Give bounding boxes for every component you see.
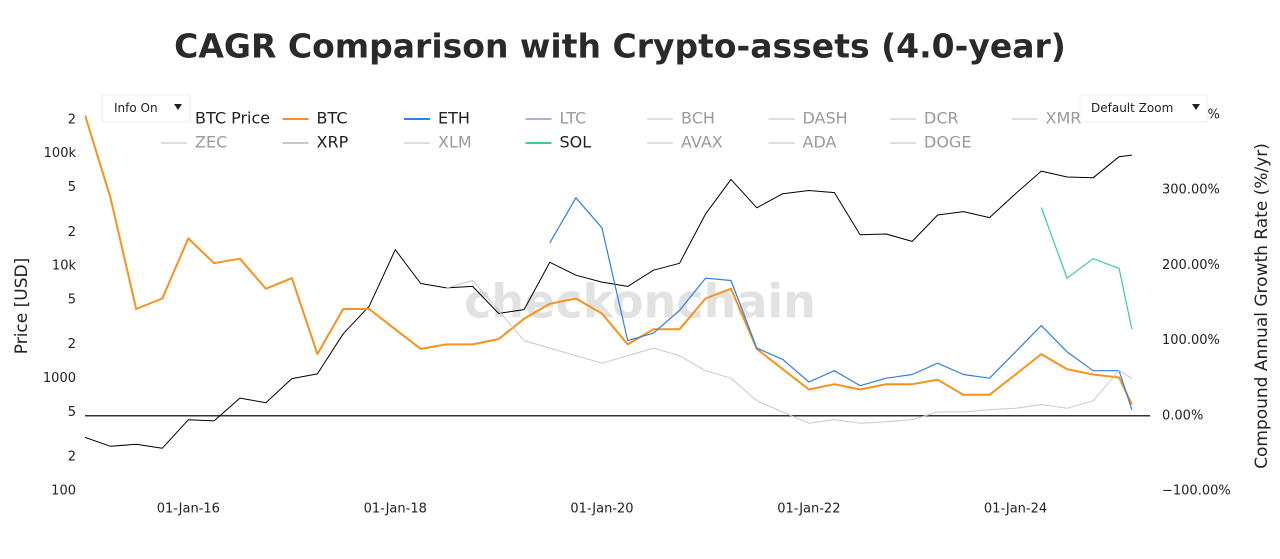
- legend-label[interactable]: DCR: [924, 109, 959, 128]
- legend-label[interactable]: ETH: [438, 109, 470, 128]
- y2-tick-label: 200.00%: [1162, 258, 1220, 273]
- y2-axis-title: Compound Annual Growth Rate (%/yr): [1252, 143, 1272, 469]
- y-tick-label: 5: [68, 405, 76, 420]
- legend-label[interactable]: DASH: [803, 109, 848, 128]
- y-tick-label: 5: [68, 180, 76, 195]
- y-axis-title: Price [USD]: [12, 258, 32, 354]
- y2-tick-label: 100.00%: [1162, 333, 1220, 348]
- series-line: [446, 280, 1133, 424]
- y-tick-label: 2: [68, 112, 76, 127]
- x-tick-label: 01-Jan-16: [157, 502, 220, 517]
- x-tick-label: 01-Jan-22: [777, 502, 840, 517]
- legend-label[interactable]: LTC: [560, 109, 587, 128]
- y2-tick-label: 300.00%: [1162, 183, 1220, 198]
- dropdown-box[interactable]: [101, 94, 191, 123]
- legend-label[interactable]: BTC Price: [195, 109, 270, 128]
- dropdown-arrow[interactable]: [1192, 104, 1200, 110]
- legend-label[interactable]: XLM: [438, 133, 472, 152]
- legend-label[interactable]: XRP: [317, 133, 349, 152]
- y-tick-label: 2: [68, 450, 76, 465]
- y-tick-label: 5: [68, 292, 76, 307]
- dropdown-label[interactable]: Default Zoom: [1091, 101, 1173, 115]
- legend-label[interactable]: ZEC: [195, 133, 227, 152]
- dropdown-box[interactable]: [1079, 94, 1208, 123]
- y-tick-label: 2: [68, 225, 76, 240]
- legend-label[interactable]: SOL: [560, 133, 592, 152]
- series-line: [1040, 207, 1133, 330]
- y-tick-label: 100k: [44, 146, 77, 161]
- legend-label[interactable]: XMR: [1046, 109, 1082, 128]
- y2-tick-label: 0.00%: [1162, 408, 1203, 423]
- y2-tick-label: −100.00%: [1162, 484, 1231, 499]
- legend-label[interactable]: BTC: [317, 109, 348, 128]
- legend-label[interactable]: DOGE: [924, 133, 971, 152]
- x-tick-label: 01-Jan-20: [570, 502, 633, 517]
- zoom-dropdown[interactable]: Default Zoom: [1079, 94, 1208, 123]
- chart-title: CAGR Comparison with Crypto-assets (4.0-…: [174, 27, 1066, 66]
- watermark: checkonchain: [464, 275, 816, 329]
- y-tick-label: 100: [51, 484, 76, 499]
- y-tick-label: 1000: [43, 371, 76, 386]
- x-tick-label: 01-Jan-18: [364, 502, 427, 517]
- y-tick-label: 2: [68, 337, 76, 352]
- series-line: [549, 197, 1133, 410]
- legend-label[interactable]: ADA: [803, 133, 837, 152]
- y-tick-label: 10k: [52, 259, 77, 274]
- legend-label[interactable]: BCH: [681, 109, 715, 128]
- info-dropdown[interactable]: Info On: [101, 94, 191, 123]
- dropdown-arrow[interactable]: [174, 104, 182, 110]
- dropdown-label[interactable]: Info On: [114, 101, 158, 115]
- legend-label[interactable]: AVAX: [681, 133, 723, 152]
- series-line: [85, 114, 1133, 405]
- x-tick-label: 01-Jan-24: [984, 502, 1047, 517]
